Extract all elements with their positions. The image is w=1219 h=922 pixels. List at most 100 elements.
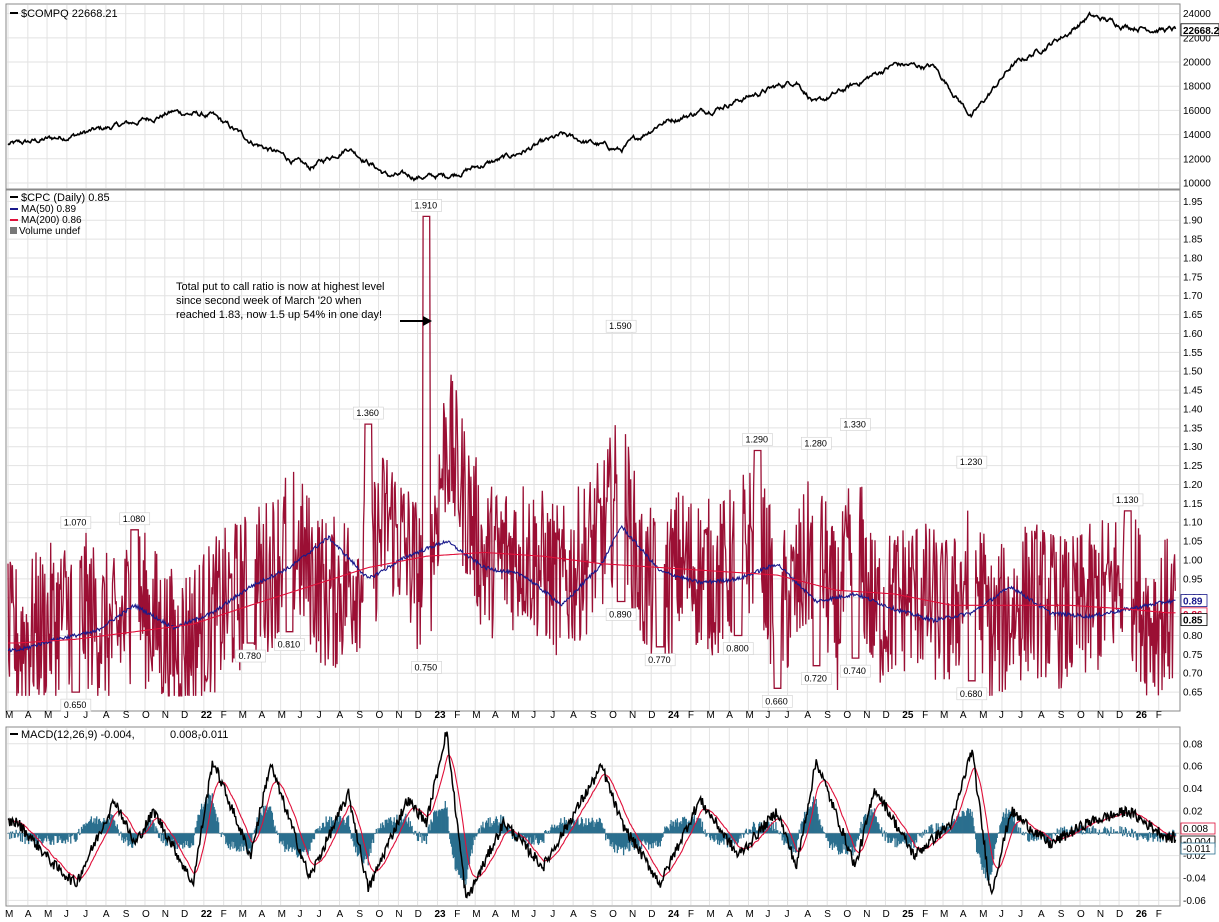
x-label-mid-2023-05: M bbox=[511, 710, 519, 721]
x-label-mid-2023-04: A bbox=[492, 710, 499, 721]
callout-box-20 bbox=[1112, 493, 1144, 507]
macd-histogram-bar bbox=[674, 819, 677, 834]
x-label-bottom-2025-12: D bbox=[1116, 909, 1123, 920]
macd-histogram-bar bbox=[609, 833, 611, 847]
macd-histogram-bar bbox=[10, 833, 13, 839]
macd-histogram-bar bbox=[122, 833, 124, 838]
macd-histogram-bar bbox=[703, 833, 705, 835]
macd-histogram-bar bbox=[805, 811, 808, 834]
macd-histogram-bar bbox=[15, 829, 17, 834]
x-label-bottom-2025-10: O bbox=[1077, 909, 1085, 920]
macd-histogram-bar bbox=[180, 833, 182, 845]
macd-histogram-bar bbox=[405, 813, 407, 834]
macd-histogram-bar bbox=[526, 833, 528, 839]
macd-histogram-bar bbox=[625, 833, 627, 847]
macd-histogram-bar bbox=[813, 799, 816, 834]
macd-histogram-bar bbox=[802, 821, 804, 834]
macd-histogram-bar bbox=[683, 816, 686, 834]
macd-value-tag-label-macd: -0.004 bbox=[1183, 837, 1212, 848]
macd-histogram-bar bbox=[494, 818, 497, 834]
macd-histogram-bar bbox=[918, 833, 920, 836]
macd-histogram-bar bbox=[58, 833, 60, 836]
macd-histogram-bar bbox=[1126, 833, 1128, 837]
macd-histogram-bar bbox=[1002, 812, 1005, 834]
macd-histogram-bar bbox=[592, 820, 594, 834]
macd-histogram-bar bbox=[482, 821, 484, 834]
macd-histogram-bar bbox=[354, 833, 356, 846]
macd-histogram-bar bbox=[442, 809, 445, 834]
macd-histogram-bar bbox=[587, 825, 589, 834]
macd-histogram-bar bbox=[416, 833, 419, 841]
macd-histogram-bar bbox=[891, 833, 894, 841]
macd-histogram-bar bbox=[225, 833, 227, 845]
macd-histogram-bar bbox=[849, 833, 851, 848]
macd-histogram-bar bbox=[616, 833, 618, 854]
macd-histogram-bar bbox=[313, 833, 316, 840]
macd-histogram-bar bbox=[794, 833, 796, 849]
macd-histogram-bar bbox=[328, 819, 330, 834]
macd-value-tag-label-hist: -0.011 bbox=[1183, 844, 1211, 855]
macd-histogram-bar bbox=[927, 832, 929, 834]
x-label-bottom-2022-08: A bbox=[337, 909, 344, 920]
macd-histogram-bar bbox=[86, 823, 88, 834]
callout-box-4 bbox=[274, 638, 305, 652]
macd-histogram-bar bbox=[92, 821, 94, 834]
macd-histogram-bar bbox=[717, 833, 720, 841]
x-label-mid-2023-09: S bbox=[590, 710, 597, 721]
macd-histogram-bar bbox=[96, 816, 98, 834]
macd-histogram-bar bbox=[57, 833, 59, 843]
x-label-bottom-2024-05: M bbox=[745, 909, 753, 920]
macd-histogram-bar bbox=[87, 823, 89, 834]
macd-histogram-bar bbox=[366, 833, 368, 858]
macd-histogram-bar bbox=[468, 833, 471, 864]
macd-histogram-bar bbox=[600, 822, 602, 834]
macd-histogram-bar bbox=[665, 826, 668, 834]
macd-histogram-bar bbox=[350, 833, 352, 839]
macd-histogram-bar bbox=[531, 833, 533, 844]
macd-histogram-bar bbox=[872, 812, 874, 834]
macd-histogram-bar bbox=[238, 833, 240, 852]
macd-histogram-bar bbox=[966, 810, 968, 834]
macd-histogram-bar bbox=[604, 828, 606, 834]
macd-histogram-bar bbox=[414, 830, 416, 834]
macd-histogram-bar bbox=[159, 832, 162, 834]
macd-histogram-bar bbox=[1089, 833, 1092, 835]
macd-histogram-bar bbox=[689, 822, 691, 834]
macd-histogram-bar bbox=[65, 833, 67, 840]
macd-histogram-bar bbox=[393, 817, 395, 834]
macd-histogram-bar bbox=[67, 833, 69, 842]
macd-histogram-bar bbox=[942, 828, 945, 834]
macd-histogram-bar bbox=[1045, 833, 1048, 841]
x-label-bottom-2024-02: F bbox=[688, 909, 694, 920]
x-label-bottom-2023-11: N bbox=[629, 909, 636, 920]
macd-histogram-bar bbox=[79, 833, 82, 834]
macd-histogram-bar bbox=[431, 821, 433, 834]
macd-histogram-bar bbox=[187, 833, 189, 847]
macd-histogram-bar bbox=[958, 814, 960, 834]
x-label-mid-2022-02: F bbox=[221, 710, 227, 721]
macd-histogram-bar bbox=[123, 833, 126, 839]
macd-histogram-bar bbox=[684, 818, 687, 834]
y-tick-cpc: 1.15 bbox=[1183, 499, 1203, 510]
macd-histogram-bar bbox=[915, 833, 918, 843]
macd-histogram-bar bbox=[210, 800, 213, 834]
macd-histogram-bar bbox=[967, 808, 970, 834]
macd-histogram-bar bbox=[869, 809, 871, 834]
x-label-bottom-2021-05: M bbox=[44, 909, 52, 920]
macd-histogram-bar bbox=[554, 827, 557, 834]
macd-histogram-bar bbox=[697, 818, 699, 834]
callout-box-12 bbox=[742, 433, 773, 446]
macd-histogram-bar bbox=[88, 821, 91, 834]
macd-histogram-bar bbox=[458, 833, 461, 875]
macd-histogram-bar bbox=[1140, 833, 1143, 836]
macd-histogram-bar bbox=[956, 816, 958, 834]
macd-histogram-bar bbox=[790, 833, 792, 845]
macd-histogram-bar bbox=[679, 822, 681, 834]
macd-histogram-bar bbox=[545, 831, 548, 834]
macd-histogram-bar bbox=[765, 824, 767, 834]
macd-histogram-bar bbox=[176, 833, 179, 850]
macd-histogram-bar bbox=[742, 833, 744, 835]
macd-histogram-bar bbox=[969, 809, 972, 834]
x-label-mid-2022-07: J bbox=[317, 710, 322, 721]
macd-histogram-bar bbox=[982, 833, 984, 868]
